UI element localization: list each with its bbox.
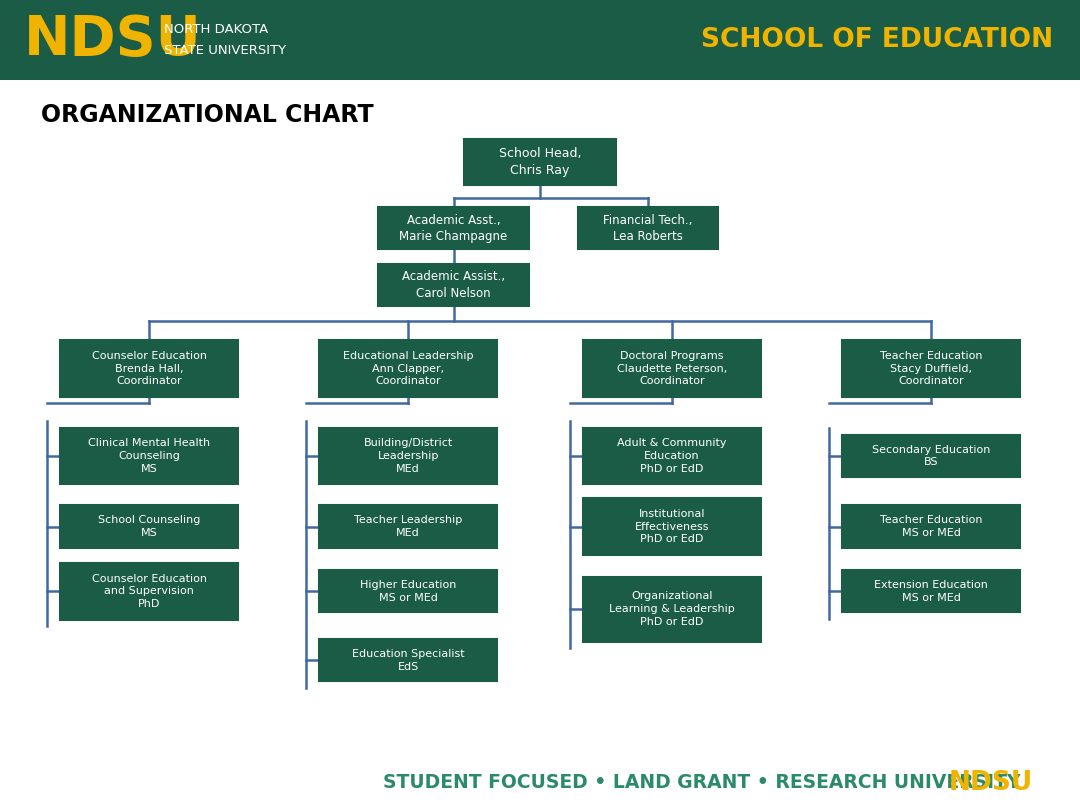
Text: Higher Education
MS or MEd: Higher Education MS or MEd (360, 580, 457, 603)
Text: Institutional
Effectiveness
PhD or EdD: Institutional Effectiveness PhD or EdD (635, 509, 708, 544)
Bar (0, 0, 1080, 80)
Text: Building/District
Leadership
MEd: Building/District Leadership MEd (364, 438, 453, 474)
Text: NDSU: NDSU (948, 770, 1032, 795)
FancyBboxPatch shape (60, 563, 239, 620)
Text: Extension Education
MS or MEd: Extension Education MS or MEd (874, 580, 988, 603)
FancyBboxPatch shape (60, 340, 239, 397)
Text: Counselor Education
and Supervision
PhD: Counselor Education and Supervision PhD (92, 573, 206, 609)
FancyBboxPatch shape (378, 207, 529, 249)
FancyBboxPatch shape (60, 505, 239, 548)
Text: Academic Assist.,
Carol Nelson: Academic Assist., Carol Nelson (402, 271, 505, 300)
FancyBboxPatch shape (378, 264, 529, 306)
Text: Education Specialist
EdS: Education Specialist EdS (352, 649, 464, 671)
Text: Secondary Education
BS: Secondary Education BS (872, 445, 990, 467)
FancyBboxPatch shape (842, 505, 1021, 548)
FancyBboxPatch shape (583, 498, 760, 555)
FancyBboxPatch shape (464, 139, 616, 185)
Text: Organizational
Learning & Leadership
PhD or EdD: Organizational Learning & Leadership PhD… (609, 591, 734, 627)
Text: STATE UNIVERSITY: STATE UNIVERSITY (164, 44, 286, 57)
Text: Teacher Education
MS or MEd: Teacher Education MS or MEd (880, 515, 982, 538)
FancyBboxPatch shape (60, 428, 239, 484)
Text: Clinical Mental Health
Counseling
MS: Clinical Mental Health Counseling MS (87, 438, 211, 474)
FancyBboxPatch shape (320, 639, 497, 681)
Text: Teacher Leadership
MEd: Teacher Leadership MEd (354, 515, 462, 538)
Text: Educational Leadership
Ann Clapper,
Coordinator: Educational Leadership Ann Clapper, Coor… (343, 351, 473, 386)
Text: ORGANIZATIONAL CHART: ORGANIZATIONAL CHART (41, 103, 374, 127)
Text: NORTH DAKOTA: NORTH DAKOTA (164, 23, 269, 36)
FancyBboxPatch shape (842, 570, 1021, 612)
FancyBboxPatch shape (842, 340, 1021, 397)
Text: Teacher Education
Stacy Duffield,
Coordinator: Teacher Education Stacy Duffield, Coordi… (880, 351, 982, 386)
FancyBboxPatch shape (842, 435, 1021, 477)
FancyBboxPatch shape (583, 577, 760, 642)
Text: Doctoral Programs
Claudette Peterson,
Coordinator: Doctoral Programs Claudette Peterson, Co… (617, 351, 727, 386)
Text: School Counseling
MS: School Counseling MS (98, 515, 200, 538)
FancyBboxPatch shape (583, 428, 760, 484)
Text: Adult & Community
Education
PhD or EdD: Adult & Community Education PhD or EdD (617, 438, 727, 474)
Text: SCHOOL OF EDUCATION: SCHOOL OF EDUCATION (701, 27, 1053, 53)
Text: Academic Asst.,
Marie Champagne: Academic Asst., Marie Champagne (400, 214, 508, 243)
FancyBboxPatch shape (320, 505, 497, 548)
FancyBboxPatch shape (320, 340, 497, 397)
FancyBboxPatch shape (320, 570, 497, 612)
FancyBboxPatch shape (583, 340, 760, 397)
Text: School Head,
Chris Ray: School Head, Chris Ray (499, 147, 581, 177)
FancyBboxPatch shape (320, 428, 497, 484)
Text: NDSU: NDSU (24, 13, 202, 67)
Text: Counselor Education
Brenda Hall,
Coordinator: Counselor Education Brenda Hall, Coordin… (92, 351, 206, 386)
Text: Financial Tech.,
Lea Roberts: Financial Tech., Lea Roberts (604, 214, 692, 243)
FancyBboxPatch shape (578, 207, 718, 249)
Text: STUDENT FOCUSED • LAND GRANT • RESEARCH UNIVERSITY: STUDENT FOCUSED • LAND GRANT • RESEARCH … (383, 773, 1021, 792)
